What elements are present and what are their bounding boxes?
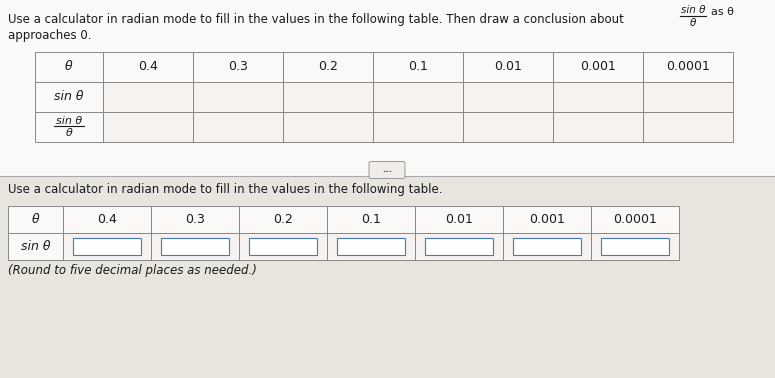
Bar <box>193 52 283 82</box>
Text: Use a calculator in radian mode to fill in the values in the following table.: Use a calculator in radian mode to fill … <box>8 183 443 197</box>
Bar <box>503 233 591 260</box>
Bar <box>35 82 103 112</box>
Bar <box>63 233 151 260</box>
Text: θ: θ <box>32 213 40 226</box>
Text: as θ: as θ <box>711 7 734 17</box>
Bar <box>463 112 553 142</box>
Text: approaches 0.: approaches 0. <box>8 29 91 42</box>
Bar <box>337 238 405 255</box>
Bar <box>643 112 733 142</box>
Text: sin θ: sin θ <box>680 5 705 15</box>
Text: (Round to five decimal places as needed.): (Round to five decimal places as needed.… <box>8 264 257 277</box>
Bar <box>373 82 463 112</box>
Text: Use a calculator in radian mode to fill in the values in the following table. Th: Use a calculator in radian mode to fill … <box>8 14 624 26</box>
Bar <box>415 233 503 260</box>
Text: 0.1: 0.1 <box>408 60 428 73</box>
Bar <box>425 238 493 255</box>
Text: θ: θ <box>66 128 72 138</box>
Bar <box>327 206 415 233</box>
Bar <box>415 206 503 233</box>
Text: sin θ: sin θ <box>56 116 82 126</box>
Bar <box>239 233 327 260</box>
Bar <box>283 52 373 82</box>
Bar <box>249 238 317 255</box>
Text: 0.4: 0.4 <box>97 213 117 226</box>
Text: 0.0001: 0.0001 <box>666 60 710 73</box>
Bar <box>63 206 151 233</box>
Text: 0.01: 0.01 <box>445 213 473 226</box>
Bar <box>643 82 733 112</box>
Bar <box>591 206 679 233</box>
Bar <box>35 52 103 82</box>
Bar <box>0 176 775 378</box>
Bar <box>161 238 229 255</box>
Bar <box>327 233 415 260</box>
Bar <box>8 206 63 233</box>
Bar <box>463 52 553 82</box>
Bar <box>151 233 239 260</box>
Bar <box>643 52 733 82</box>
Text: ...: ... <box>382 166 392 175</box>
Bar <box>591 233 679 260</box>
Bar <box>0 0 775 193</box>
Text: 0.3: 0.3 <box>185 213 205 226</box>
Text: 0.1: 0.1 <box>361 213 381 226</box>
Text: θ: θ <box>65 60 73 73</box>
Bar <box>151 206 239 233</box>
Bar <box>103 112 193 142</box>
Text: 0.2: 0.2 <box>273 213 293 226</box>
Text: 0.4: 0.4 <box>138 60 158 73</box>
Bar <box>601 238 669 255</box>
Text: 0.001: 0.001 <box>580 60 616 73</box>
Bar <box>103 82 193 112</box>
Bar <box>503 206 591 233</box>
Text: 0.0001: 0.0001 <box>613 213 657 226</box>
Bar <box>193 82 283 112</box>
Bar <box>103 52 193 82</box>
Bar <box>193 112 283 142</box>
Bar <box>553 52 643 82</box>
Bar <box>283 82 373 112</box>
Text: 0.3: 0.3 <box>228 60 248 73</box>
Bar <box>35 112 103 142</box>
Text: 0.01: 0.01 <box>494 60 522 73</box>
Text: sin θ: sin θ <box>54 90 84 104</box>
Bar <box>373 112 463 142</box>
Bar <box>373 52 463 82</box>
Bar <box>513 238 581 255</box>
Bar <box>553 112 643 142</box>
Bar <box>463 82 553 112</box>
Bar <box>553 82 643 112</box>
Text: θ: θ <box>690 18 696 28</box>
Bar <box>283 112 373 142</box>
Bar <box>8 233 63 260</box>
Text: sin θ: sin θ <box>21 240 50 253</box>
Bar <box>73 238 141 255</box>
FancyBboxPatch shape <box>369 161 405 178</box>
Bar <box>239 206 327 233</box>
Text: 0.001: 0.001 <box>529 213 565 226</box>
Text: 0.2: 0.2 <box>318 60 338 73</box>
